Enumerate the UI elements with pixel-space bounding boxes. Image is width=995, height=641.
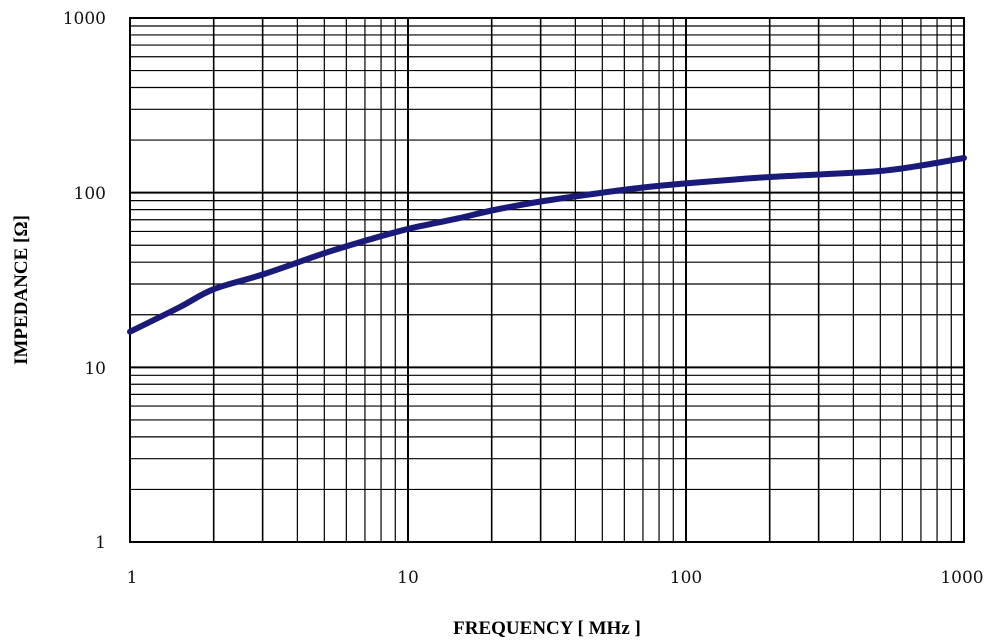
impedance-curve [127, 155, 967, 335]
x-tick-label-1: 1 [127, 568, 138, 588]
plot-area [129, 17, 965, 543]
x-tick-label-1000: 1000 [940, 568, 983, 588]
y-tick-label-100: 100 [74, 184, 106, 204]
y-tick-label-10: 10 [84, 359, 106, 379]
y-axis-title: IMPEDANCE [Ω] [11, 215, 32, 365]
x-tick-label-100: 100 [670, 568, 702, 588]
y-tick-label-1: 1 [95, 533, 106, 553]
x-axis-title: FREQUENCY [ MHz ] [453, 618, 641, 639]
x-tick-label-10: 10 [397, 568, 419, 588]
y-tick-label-1000: 1000 [63, 9, 106, 29]
grid-lines [130, 18, 964, 542]
